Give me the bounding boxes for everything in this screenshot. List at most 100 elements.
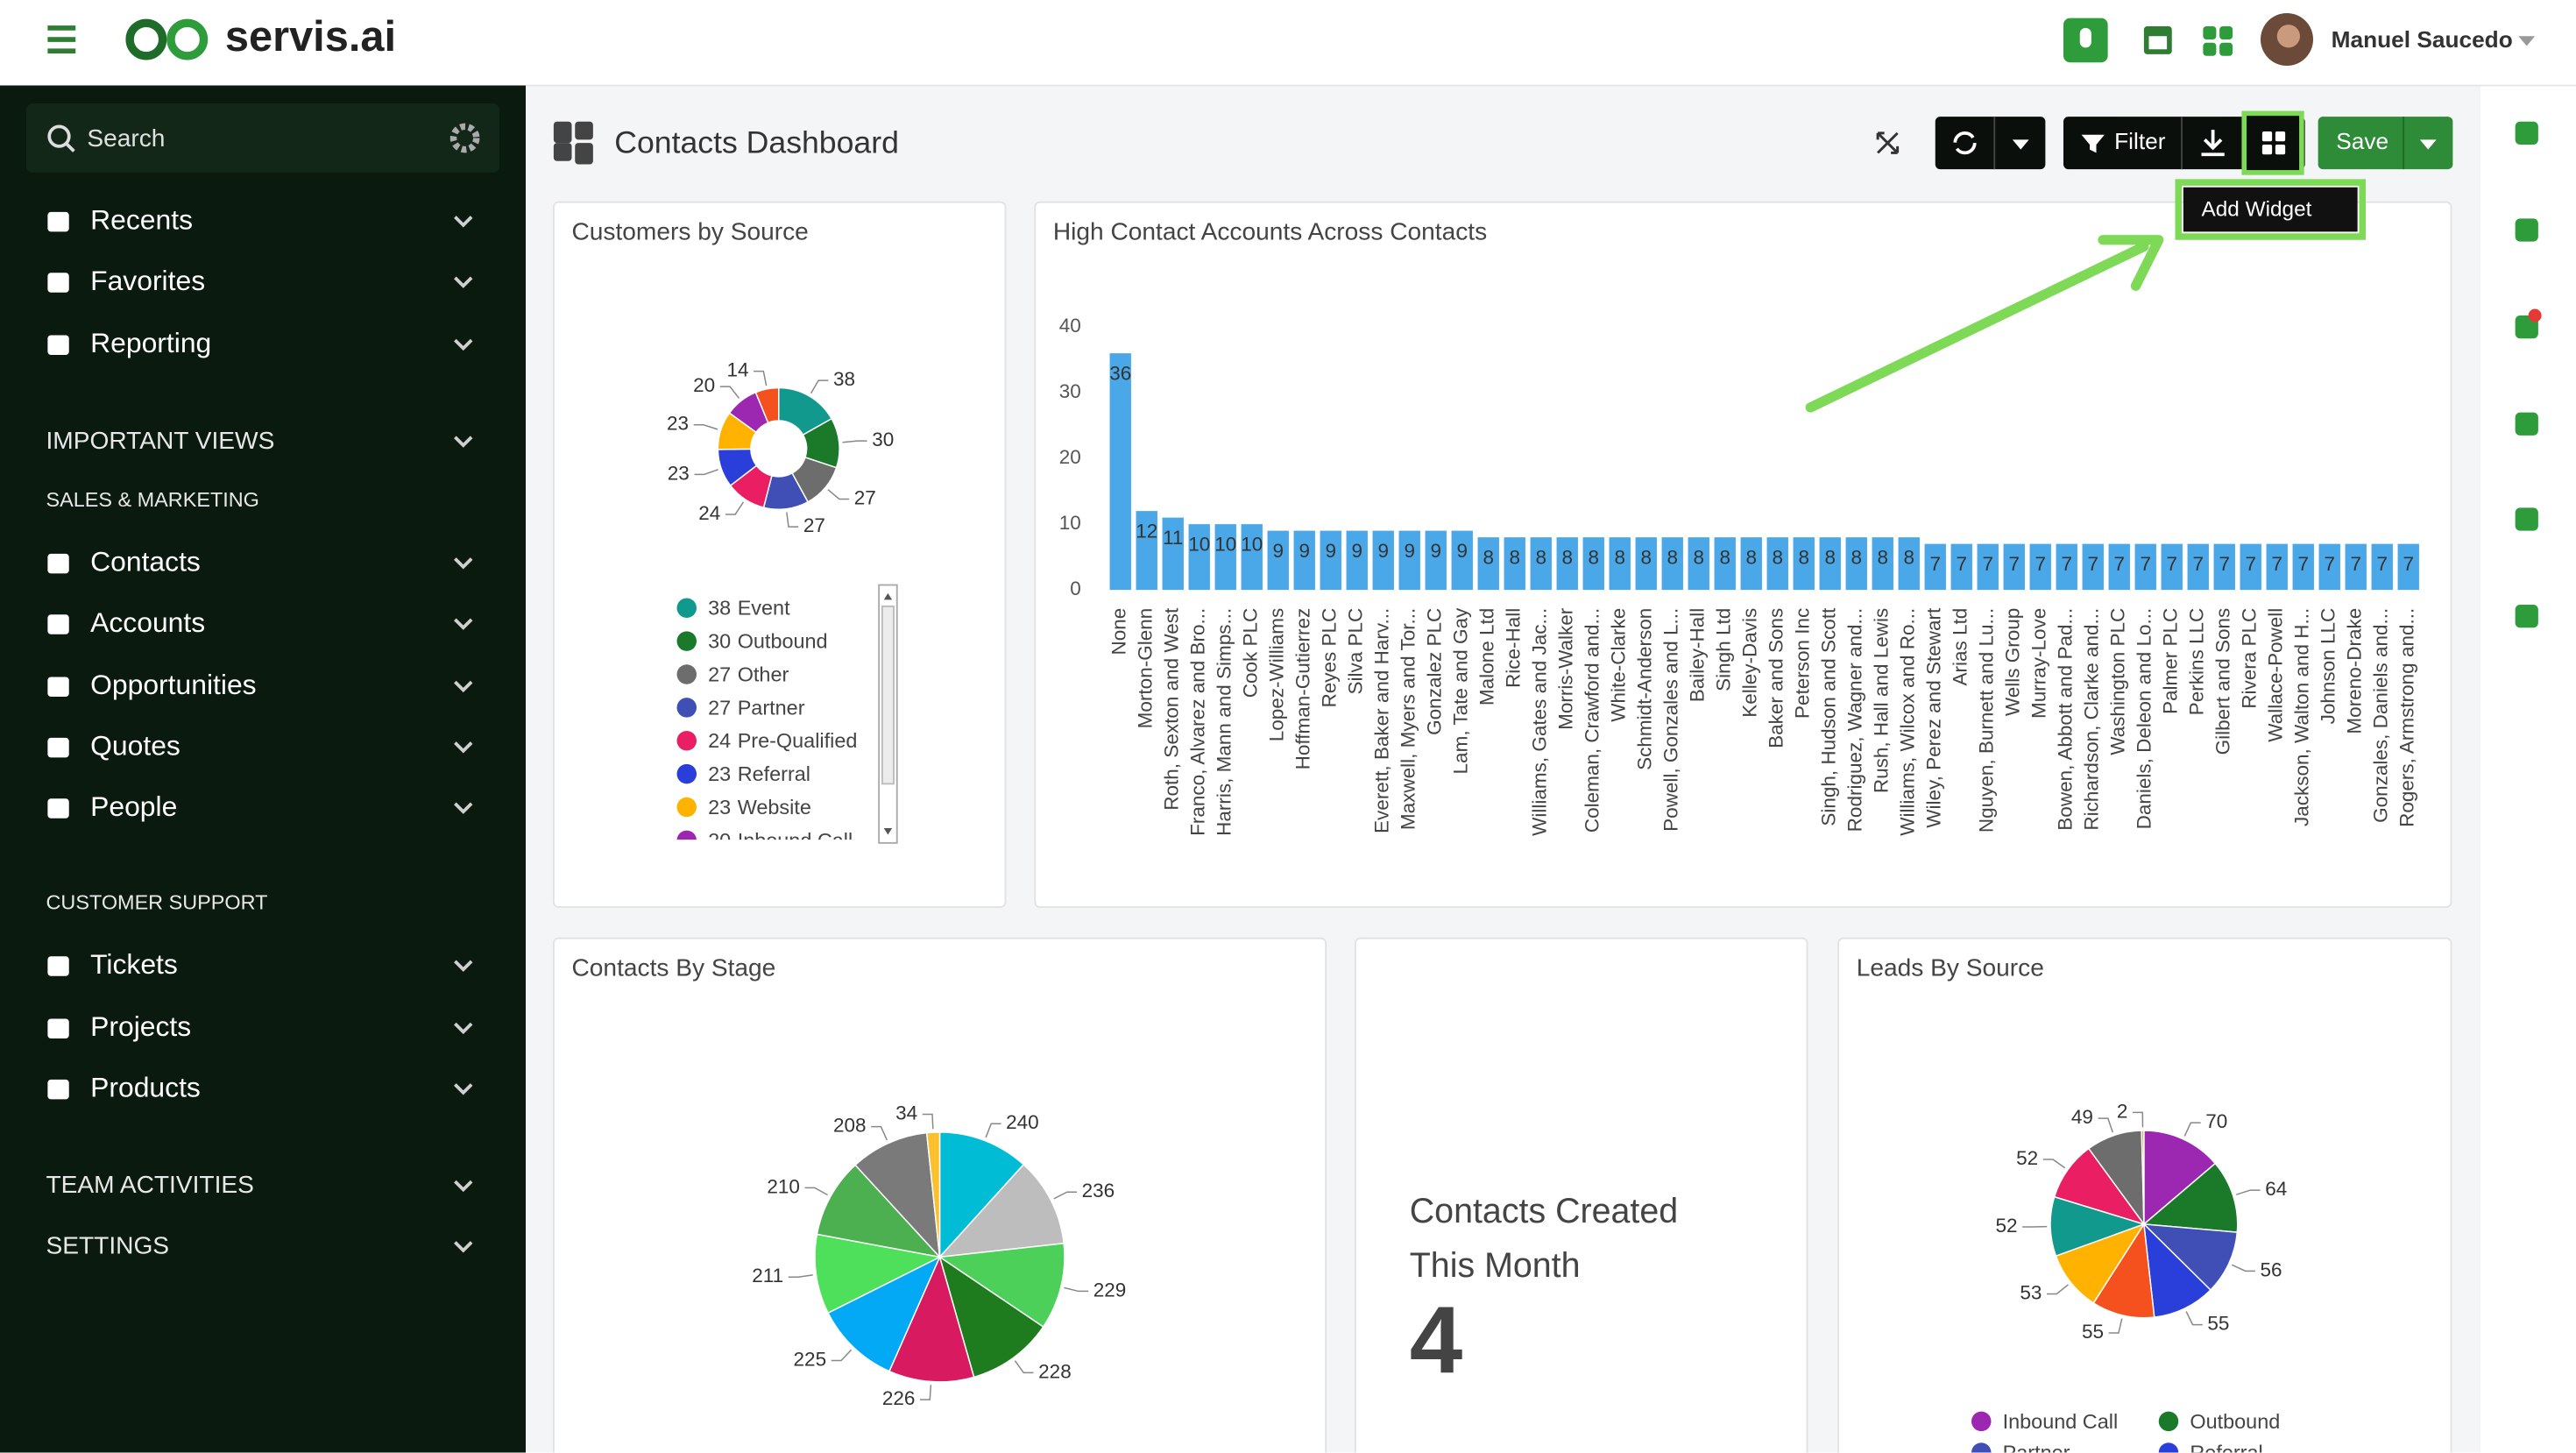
dropdown-caret[interactable] — [2012, 139, 2029, 150]
bar[interactable] — [1635, 537, 1657, 591]
bar[interactable] — [1661, 537, 1683, 591]
bar[interactable] — [1898, 537, 1920, 591]
bar[interactable] — [2003, 543, 2025, 591]
legend-entry[interactable]: 23 Referral — [708, 762, 810, 785]
bar[interactable] — [1188, 524, 1210, 591]
chevron[interactable] — [454, 557, 473, 570]
bar[interactable] — [2371, 543, 2393, 591]
chevron[interactable] — [454, 338, 473, 351]
nav-item[interactable]: Accounts — [90, 606, 205, 638]
chevron[interactable] — [454, 960, 473, 972]
add-widget-icon[interactable] — [2261, 145, 2273, 155]
section-heading[interactable]: IMPORTANT VIEWS — [46, 427, 275, 454]
bar[interactable] — [1819, 537, 1841, 591]
bar[interactable] — [2187, 543, 2209, 591]
nav-item[interactable]: Tickets — [90, 948, 178, 980]
expand-icon[interactable] — [1876, 131, 1900, 154]
section-heading[interactable]: TEAM ACTIVITIES — [46, 1171, 254, 1198]
nav-item[interactable]: Projects — [90, 1010, 191, 1042]
legend-scroll-thumb[interactable] — [881, 605, 895, 785]
pie-slice[interactable] — [2141, 1130, 2145, 1224]
chevron[interactable] — [454, 618, 473, 630]
nav-item[interactable]: Products — [90, 1072, 201, 1103]
rail-icon[interactable] — [2515, 121, 2538, 145]
bar[interactable] — [2082, 543, 2104, 591]
nav-item[interactable]: Favorites — [90, 265, 205, 296]
bar[interactable] — [1451, 530, 1473, 591]
legend-entry[interactable]: 20 Inbound Call — [708, 829, 853, 852]
chevron[interactable] — [454, 1180, 473, 1193]
nav-item[interactable]: Quotes — [90, 730, 180, 762]
bar[interactable] — [1609, 537, 1631, 591]
chevron[interactable] — [454, 276, 473, 288]
bar[interactable] — [1136, 511, 1157, 591]
bar[interactable] — [1977, 543, 1999, 591]
user-caret[interactable] — [2518, 36, 2536, 46]
bar[interactable] — [1714, 537, 1736, 591]
chevron[interactable] — [454, 1083, 473, 1095]
bar[interactable] — [1162, 517, 1184, 591]
apps-icon[interactable] — [2219, 42, 2233, 56]
bar[interactable] — [2345, 543, 2367, 591]
bar[interactable] — [1688, 537, 1709, 591]
search-box[interactable] — [26, 103, 499, 173]
bar[interactable] — [1293, 530, 1315, 591]
filter-button[interactable]: Filter — [2114, 128, 2166, 154]
bar[interactable] — [2266, 543, 2288, 591]
chevron[interactable] — [454, 216, 473, 228]
legend-entry[interactable]: 23 Website — [708, 796, 811, 819]
save-button[interactable] — [2318, 117, 2453, 170]
bar[interactable] — [1845, 537, 1867, 591]
bar[interactable] — [1109, 353, 1131, 591]
bar[interactable] — [1425, 530, 1447, 591]
settings-gear[interactable] — [449, 123, 480, 153]
rail-icon[interactable] — [2515, 218, 2538, 242]
bar[interactable] — [2108, 543, 2130, 591]
bar[interactable] — [1398, 530, 1420, 591]
bar[interactable] — [1556, 537, 1578, 591]
section-heading[interactable]: SETTINGS — [46, 1232, 170, 1259]
bar[interactable] — [1504, 537, 1525, 591]
nav-item[interactable]: Recents — [90, 204, 193, 236]
rail-icon[interactable] — [2515, 412, 2538, 436]
chevron[interactable] — [454, 741, 473, 754]
legend-entry[interactable]: 30 Outbound — [708, 630, 827, 653]
nav-item[interactable]: Reporting — [90, 327, 211, 358]
legend-entry[interactable]: 27 Partner — [708, 696, 805, 719]
pie-slice[interactable] — [754, 386, 780, 424]
apps-icon[interactable] — [2219, 26, 2233, 39]
apps-icon[interactable] — [2203, 26, 2217, 39]
rail-icon[interactable] — [2515, 507, 2538, 531]
bar[interactable] — [2213, 543, 2235, 591]
bar[interactable] — [1582, 537, 1604, 591]
bar[interactable] — [2240, 543, 2261, 591]
legend-entry[interactable]: 27 Other — [708, 663, 789, 686]
chevron[interactable] — [454, 802, 473, 814]
nav-item[interactable]: People — [90, 790, 177, 822]
add-widget-icon[interactable] — [2275, 131, 2286, 142]
refresh-button[interactable] — [1935, 117, 2046, 170]
legend-entry[interactable]: 38 Event — [708, 597, 790, 620]
bar[interactable] — [1372, 530, 1394, 591]
rail-icon[interactable] — [2515, 605, 2538, 628]
bar[interactable] — [1530, 537, 1552, 591]
dropdown-caret[interactable] — [2419, 139, 2437, 150]
bar[interactable] — [1740, 537, 1762, 591]
download-icon[interactable] — [2201, 130, 2225, 157]
bar[interactable] — [2134, 543, 2156, 591]
bar[interactable] — [1320, 530, 1341, 591]
bar[interactable] — [2292, 543, 2314, 591]
bar[interactable] — [2318, 543, 2340, 591]
bar[interactable] — [1872, 537, 1893, 591]
chevron[interactable] — [454, 1022, 473, 1035]
user-name[interactable]: Manuel Saucedo — [2332, 26, 2513, 53]
pie-slice[interactable] — [925, 1131, 941, 1258]
add-widget-icon[interactable] — [2275, 145, 2286, 155]
bar[interactable] — [2397, 543, 2419, 591]
bar[interactable] — [2056, 543, 2077, 591]
bar[interactable] — [1477, 537, 1499, 591]
apps-icon[interactable] — [2203, 42, 2217, 56]
bar[interactable] — [1346, 530, 1368, 591]
menu-button[interactable] — [47, 25, 76, 53]
bar[interactable] — [1950, 543, 1972, 591]
